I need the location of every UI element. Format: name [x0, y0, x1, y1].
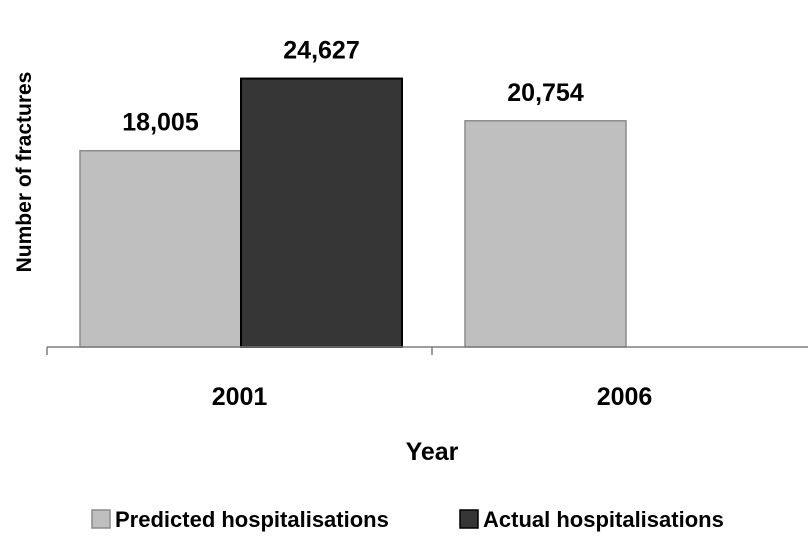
bar-2001-series-1	[79, 149, 242, 348]
legend-item-predicted-swatch	[91, 509, 111, 529]
bars-group	[79, 77, 627, 348]
y-axis-title: Number of fractures	[13, 72, 36, 273]
data-label-2001-series-2: 24,627	[283, 37, 359, 65]
x-tick-labels: 2001 2006	[212, 383, 653, 411]
x-axis-title: Year	[406, 438, 459, 466]
bar-2001-series-2	[240, 77, 403, 348]
data-labels-group: 18,005 24,627 20,754	[122, 37, 584, 137]
legend-item-actual-swatch	[459, 509, 479, 529]
data-label-2001-series-1: 18,005	[122, 109, 199, 137]
x-tick-label-2006: 2006	[597, 383, 653, 411]
data-label-2006-series-1: 20,754	[507, 79, 584, 107]
legend-item-actual-label: Actual hospitalisations	[483, 507, 724, 532]
legend-item-predicted-label: Predicted hospitalisations	[115, 507, 389, 532]
legend: Predicted hospitalisations Actual hospita…	[91, 507, 724, 532]
bar-2006-series-1	[464, 120, 627, 348]
x-axis	[46, 346, 808, 355]
x-tick-label-2001: 2001	[212, 383, 268, 411]
